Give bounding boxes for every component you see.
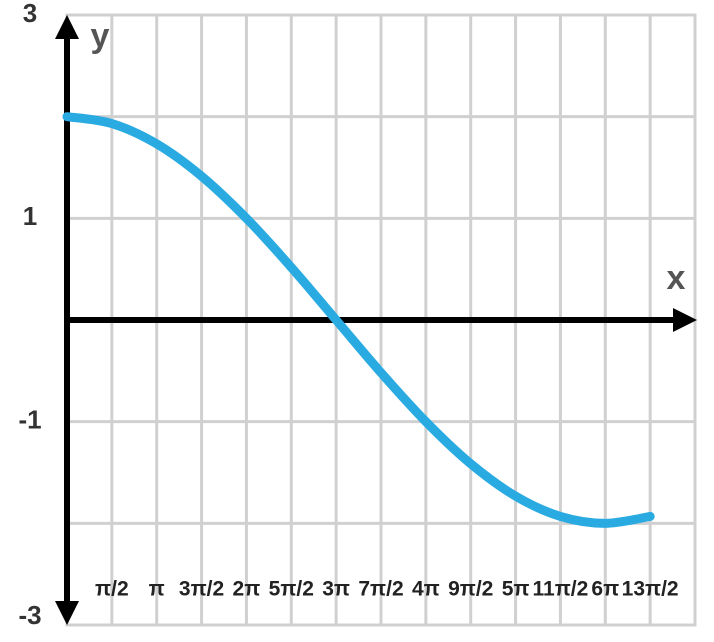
x-tick-label: π/2	[95, 578, 129, 601]
x-axis-arrow	[673, 308, 697, 332]
x-tick-label: 11π/2	[533, 578, 589, 601]
x-tick-label: 5π/2	[269, 578, 314, 601]
x-tick-label: 5π	[502, 578, 530, 601]
x-tick-label: 4π	[412, 578, 440, 601]
y-tick-label: 1	[23, 201, 37, 231]
x-tick-label: 9π/2	[448, 578, 493, 601]
x-tick-label: 3π	[322, 578, 350, 601]
x-axis-label: x	[667, 259, 686, 297]
y-axis-arrow-top	[55, 15, 79, 39]
x-tick-label: 7π/2	[358, 578, 403, 601]
y-tick-label: 3	[23, 0, 37, 28]
axes	[55, 15, 697, 625]
y-tick-label: -3	[18, 600, 41, 630]
y-axis-arrow-bottom	[55, 601, 79, 625]
x-tick-label: 6π	[591, 578, 619, 601]
x-tick-label: 3π/2	[179, 578, 224, 601]
x-tick-label: 2π	[233, 578, 261, 601]
x-tick-label: 13π/2	[622, 578, 679, 601]
y-axis-label: y	[91, 17, 110, 55]
x-tick-label: π	[149, 578, 165, 601]
y-tick-label: -1	[18, 405, 41, 435]
curve	[62, 112, 655, 528]
